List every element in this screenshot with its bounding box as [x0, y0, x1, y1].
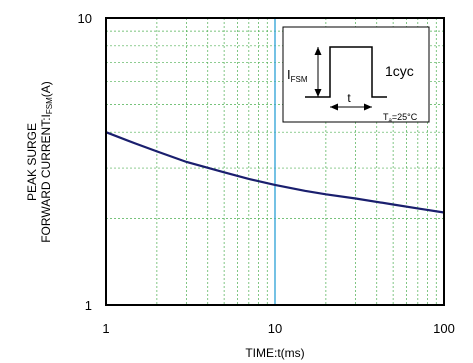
y-axis-label-line2: FORWARD CURRENT:IFSM(A) [39, 81, 54, 243]
x-tick-label: 1 [102, 321, 109, 336]
x-axis-label: TIME:t(ms) [245, 346, 304, 360]
x-tick-label: 10 [268, 321, 282, 336]
y-tick-label: 1 [85, 298, 92, 313]
y-axis-label-line1: PEAK SURGE [25, 123, 39, 201]
arrow-left-icon [330, 103, 338, 111]
inset-cycle-label: 1cyc [385, 63, 414, 79]
inset-box [282, 26, 430, 123]
arrow-right-icon [364, 103, 372, 111]
inset-t-label: t [347, 91, 351, 105]
x-tick-label: 100 [433, 321, 455, 336]
y-axis-label: PEAK SURGE FORWARD CURRENT:IFSM(A) [25, 81, 54, 243]
y-tick-label: 10 [78, 11, 92, 26]
arrow-up-icon [314, 47, 322, 55]
series-line [105, 131, 445, 214]
inset-diagram: IFSM 1cyc t Ta=25°C [282, 26, 430, 124]
inset-ifsm-label: IFSM [287, 67, 308, 84]
inset-temperature-label: Ta=25°C [383, 112, 418, 124]
plot-frame [105, 17, 445, 306]
arrow-down-icon [314, 89, 322, 97]
inset-pulse [305, 46, 387, 98]
